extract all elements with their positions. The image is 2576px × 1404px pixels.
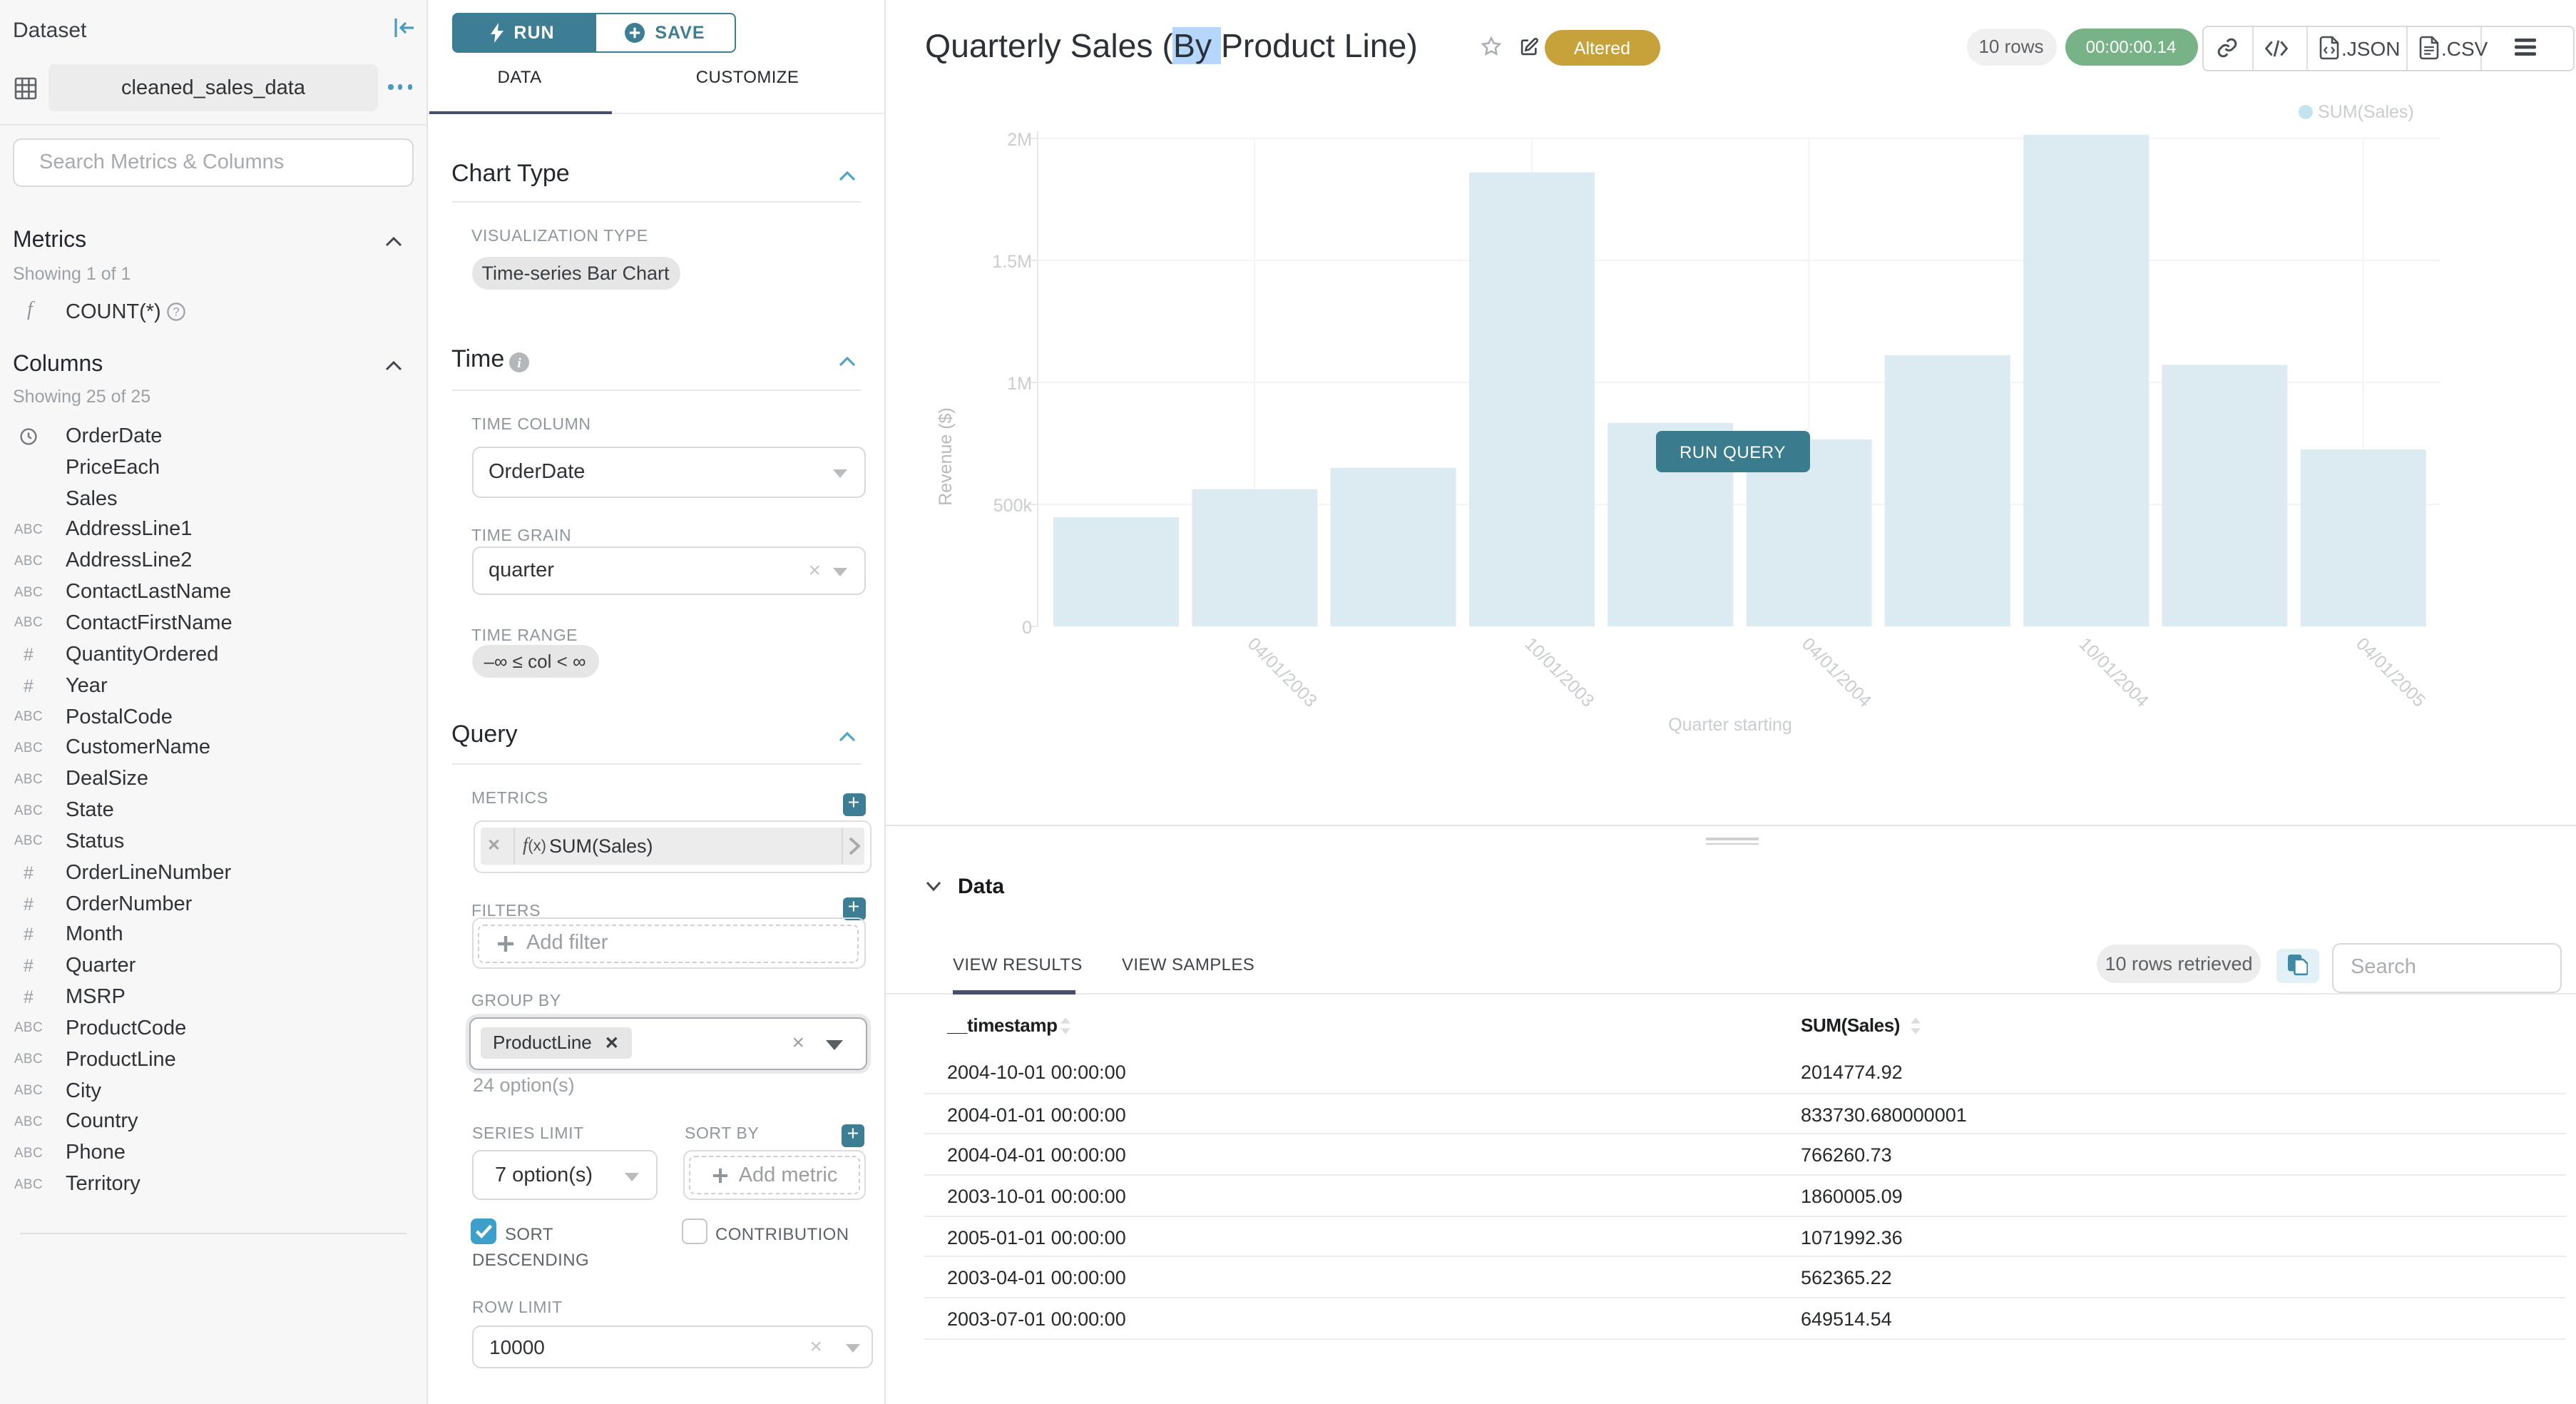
svg-text:04/01/2005: 04/01/2005 [2352, 634, 2429, 711]
svg-text:04/01/2004: 04/01/2004 [1798, 634, 1875, 711]
svg-text:SUM(Sales): SUM(Sales) [2318, 102, 2414, 122]
svg-text:0: 0 [1022, 618, 1032, 638]
svg-text:?: ? [173, 305, 179, 318]
svg-text:10/01/2003: 10/01/2003 [1520, 634, 1598, 711]
svg-text:Revenue ($): Revenue ($) [936, 407, 956, 506]
svg-text:Quarter starting: Quarter starting [1668, 715, 1792, 735]
svg-text:1.5M: 1.5M [992, 252, 1032, 272]
svg-text:2M: 2M [1007, 130, 1032, 150]
svg-text:10/01/2004: 10/01/2004 [2075, 634, 2152, 711]
svg-text:04/01/2003: 04/01/2003 [1244, 634, 1321, 711]
svg-text:i: i [517, 356, 521, 371]
svg-text:1M: 1M [1007, 374, 1032, 394]
svg-text:500k: 500k [993, 496, 1033, 516]
